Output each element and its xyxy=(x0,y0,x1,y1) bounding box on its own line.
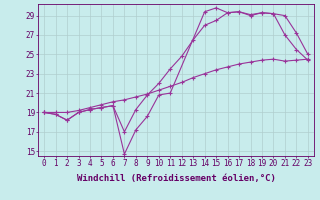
X-axis label: Windchill (Refroidissement éolien,°C): Windchill (Refroidissement éolien,°C) xyxy=(76,174,276,183)
